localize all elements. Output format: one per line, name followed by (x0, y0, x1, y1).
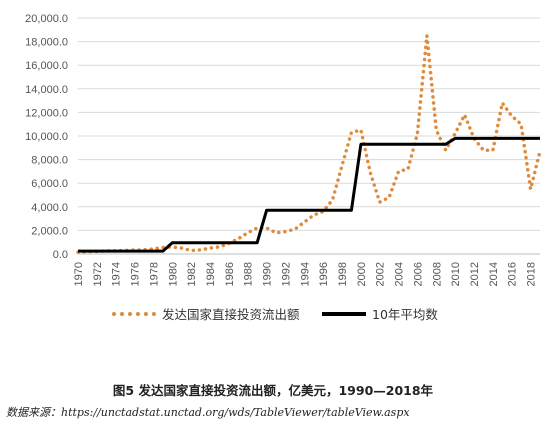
figure-caption: 图5 发达国家直接投资流出额，亿美元，1990—2018年 (112, 383, 434, 398)
x-tick-label: 1982 (186, 262, 198, 286)
x-tick-label: 2016 (507, 262, 519, 286)
chart-legend: 发达国家直接投资流出额 10年平均数 (0, 300, 546, 330)
y-tick-label: 14,000.0 (25, 84, 68, 96)
x-tick-label: 2008 (431, 262, 443, 286)
y-tick-label: 12,000.0 (25, 107, 68, 119)
x-tick-label: 1996 (318, 262, 330, 286)
x-tick-label: 1976 (130, 262, 142, 286)
y-tick-label: 2,000.0 (31, 225, 68, 237)
x-tick-label: 2002 (375, 262, 387, 286)
line-chart: 0.0 2,000.0 4,000.0 6,000.0 8,000.0 10,000.0 1… (25, 13, 542, 286)
x-tick-label: 2018 (526, 262, 538, 286)
legend-swatch-dotted (112, 311, 156, 316)
x-tick-label: 1990 (262, 262, 274, 286)
series-line-outflow (76, 33, 542, 254)
y-tick-label: 16,000.0 (25, 60, 68, 72)
x-tick-label: 1984 (205, 262, 217, 286)
legend-item-average: 10年平均数 (322, 304, 438, 323)
x-tick-label: 2004 (394, 262, 406, 286)
legend-label-average: 10年平均数 (372, 307, 438, 322)
legend-swatch-solid (322, 311, 366, 316)
x-tick-label: 2010 (450, 262, 462, 286)
y-tick-label: 6,000.0 (31, 178, 68, 190)
x-tick-label: 1980 (167, 262, 179, 286)
y-tick-label: 0.0 (53, 249, 68, 261)
legend-item-outflow: 发达国家直接投资流出额 (112, 304, 300, 323)
legend-label-outflow: 发达国家直接投资流出额 (162, 307, 300, 322)
x-tick-label: 1988 (243, 262, 255, 286)
x-tick-label: 1974 (111, 262, 123, 286)
x-tick-label: 2014 (488, 262, 500, 286)
series-line-average (78, 136, 540, 253)
x-tick-label: 2000 (356, 262, 368, 286)
data-source: 数据来源：https://unctadstat.unctad.org/wds/T… (6, 406, 410, 419)
y-tick-label: 4,000.0 (31, 202, 68, 214)
x-tick-label: 1978 (148, 262, 160, 286)
y-tick-label: 18,000.0 (25, 37, 68, 49)
x-tick-label: 1998 (337, 262, 349, 286)
x-tick-label: 2006 (412, 262, 424, 286)
x-tick-label: 1986 (224, 262, 236, 286)
y-tick-label: 10,000.0 (25, 131, 68, 143)
x-tick-label: 1972 (92, 262, 104, 286)
y-tick-label: 20,000.0 (25, 13, 68, 25)
y-tick-label: 8,000.0 (31, 155, 68, 167)
x-tick-label: 1994 (299, 262, 311, 286)
x-tick-label: 1970 (73, 262, 85, 286)
x-tick-label: 1992 (280, 262, 292, 286)
x-tick-label: 2012 (469, 262, 481, 286)
